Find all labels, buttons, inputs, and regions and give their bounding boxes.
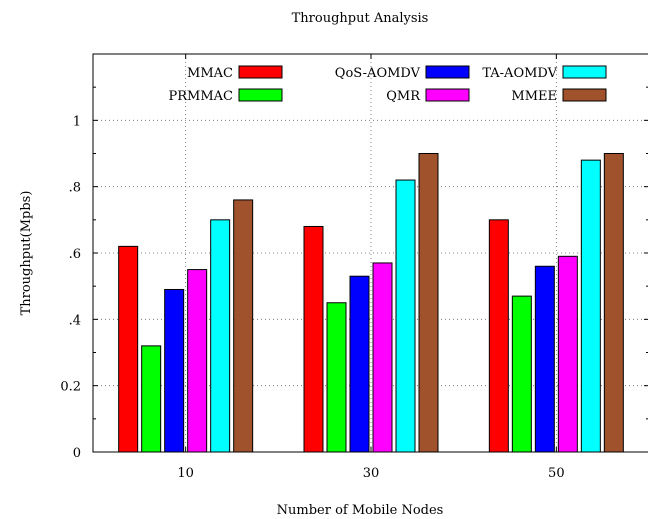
legend-swatch-ta-aomdv bbox=[562, 65, 607, 79]
x-tick-label: 50 bbox=[548, 466, 565, 481]
x-tick-label: 10 bbox=[177, 466, 194, 481]
legend-label-prmmac: PRMMAC bbox=[169, 89, 234, 104]
legend-swatch-mmac bbox=[238, 65, 283, 79]
bar-qos-aomdv-50 bbox=[534, 265, 555, 453]
bar-ta-aomdv-30 bbox=[395, 179, 416, 453]
y-tick-label: .8 bbox=[69, 181, 81, 196]
bar-prmmac-30 bbox=[326, 302, 347, 453]
y-tick-label: 0 bbox=[73, 446, 81, 461]
y-tick-label: 1 bbox=[73, 114, 81, 129]
bar-mmee-30 bbox=[418, 153, 439, 453]
bar-mmee-10 bbox=[233, 199, 254, 453]
bar-prmmac-50 bbox=[511, 295, 532, 453]
bar-ta-aomdv-10 bbox=[210, 219, 231, 453]
legend-label-mmee: MMEE bbox=[511, 89, 557, 104]
bar-ta-aomdv-50 bbox=[580, 159, 601, 453]
legend-swatch-qos-aomdv bbox=[425, 65, 470, 79]
bar-qmr-10 bbox=[187, 269, 208, 453]
bar-mmac-10 bbox=[118, 245, 139, 453]
bar-mmac-30 bbox=[303, 225, 324, 453]
y-tick-label: .4 bbox=[69, 313, 81, 328]
grid bbox=[93, 54, 648, 452]
bar-qmr-30 bbox=[372, 262, 393, 453]
x-axis-label: Number of Mobile Nodes bbox=[277, 503, 444, 518]
legend: MMAC PRMMAC QoS-AOMDV QMR TA-AOMDV MMEE bbox=[169, 65, 607, 104]
ticks: 0 0.2 .4 .6 .8 1 10 30 50 bbox=[60, 54, 648, 481]
bar-prmmac-10 bbox=[141, 345, 162, 453]
legend-label-mmac: MMAC bbox=[187, 66, 233, 81]
chart-title: Throughput Analysis bbox=[292, 11, 429, 26]
y-tick-label: .6 bbox=[69, 247, 81, 262]
bar-qos-aomdv-10 bbox=[164, 288, 185, 453]
x-tick-label: 30 bbox=[363, 466, 380, 481]
legend-swatch-mmee bbox=[562, 88, 607, 102]
legend-label-ta-aomdv: TA-AOMDV bbox=[482, 66, 557, 81]
bar-qmr-50 bbox=[557, 255, 578, 453]
bar-mmee-50 bbox=[603, 153, 624, 453]
legend-label-qmr: QMR bbox=[386, 89, 421, 104]
bar-mmac-50 bbox=[488, 219, 509, 453]
y-tick-label: 0.2 bbox=[60, 380, 81, 395]
legend-swatch-prmmac bbox=[238, 88, 283, 102]
y-axis-label: Throughput(Mpbs) bbox=[19, 191, 34, 316]
bars bbox=[118, 153, 624, 453]
bar-qos-aomdv-30 bbox=[349, 275, 370, 453]
legend-label-qos-aomdv: QoS-AOMDV bbox=[335, 66, 421, 81]
legend-swatch-qmr bbox=[425, 88, 470, 102]
